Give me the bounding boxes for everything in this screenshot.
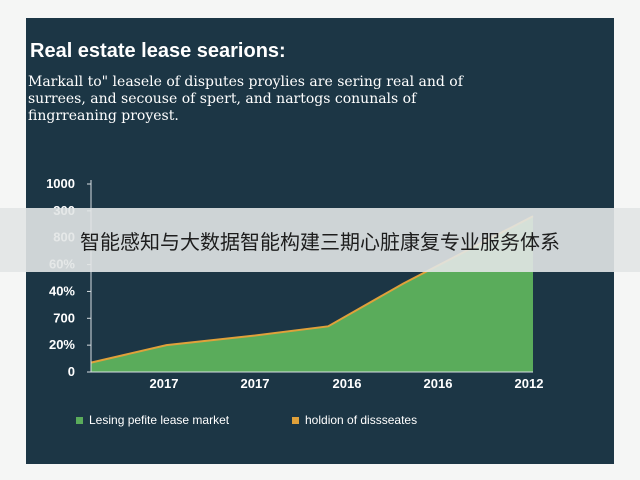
x-tick-label: 2017 xyxy=(241,376,270,391)
legend-label-series-1: Lesing pefite lease market xyxy=(89,413,230,427)
legend-item-series-1: Lesing pefite lease market xyxy=(76,412,229,428)
legend-item-series-2: holdion of dissseates xyxy=(292,412,417,428)
y-tick-label: 40% xyxy=(49,283,75,298)
area-series-fill xyxy=(91,216,533,372)
legend-swatch-area xyxy=(76,416,83,424)
legend-label-series-2: holdion of dissseates xyxy=(305,413,418,427)
x-tick-label: 2016 xyxy=(333,376,362,391)
x-tick-label: 2016 xyxy=(424,376,453,391)
caption-banner-text: 智能感知与大数据智能构建三期心脏康复专业服务体系 xyxy=(80,229,560,254)
y-tick-label: 700 xyxy=(53,310,75,325)
x-tick-label: 2017 xyxy=(150,376,179,391)
legend-swatch-line xyxy=(292,416,299,424)
chart-subtitle: Markall to" leasele of disputes proylies… xyxy=(28,74,463,124)
y-tick-label: 20% xyxy=(49,337,75,352)
y-tick-label: 0 xyxy=(68,364,75,379)
line-series xyxy=(90,215,534,364)
x-tick-label: 2012 xyxy=(515,376,544,391)
y-tick-label: 1000 xyxy=(46,176,75,191)
caption-banner: 智能感知与大数据智能构建三期心脏康复专业服务体系 xyxy=(0,208,640,272)
chart-title: Real estate lease searions: xyxy=(30,40,286,62)
